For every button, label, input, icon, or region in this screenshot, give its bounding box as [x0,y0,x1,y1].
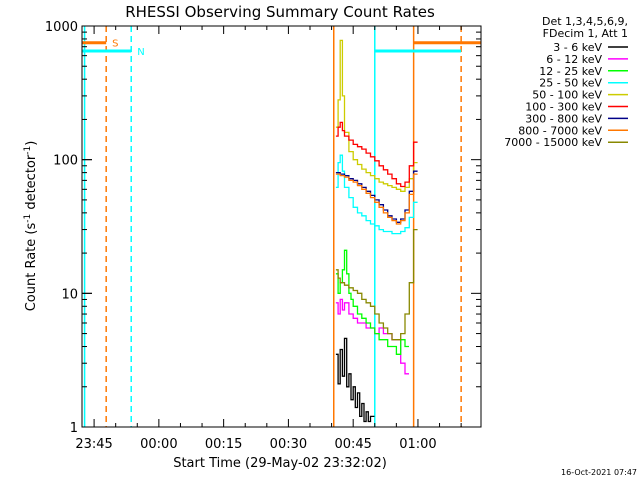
legend-header: FDecim 1, Att 1 [543,27,628,40]
y-tick-label: 1000 [45,20,78,35]
x-tick-label: 23:45 [75,437,112,452]
legend-entry-label: 100 - 300 keV [525,101,602,114]
x-tick-label: 00:45 [334,437,371,452]
legend-header: Det 1,3,4,5,6,9, [542,15,628,28]
legend-entry-label: 50 - 100 keV [532,89,602,102]
y-axis: 1 10 100 1000 [45,20,481,436]
series-line [335,170,418,223]
legend-entry-label: 6 - 12 keV [546,53,602,66]
series-line [335,121,418,188]
flag-label-n: N [137,47,144,58]
series-line [335,337,375,423]
legend-entry-label: 3 - 6 keV [553,41,602,54]
series-line [335,154,418,235]
legend-entry-label: 12 - 25 keV [539,65,602,78]
y-tick-label: 10 [61,287,78,302]
flag-label-s: S [112,39,118,50]
legend-entry-label: 800 - 7000 keV [518,124,602,137]
x-tick-label: 00:30 [270,437,307,452]
series-line [335,173,418,225]
legend-entry-label: 300 - 800 keV [525,112,602,125]
x-axis: 23:45 00:00 00:15 00:30 00:45 01:00 [75,26,462,452]
timestamp: 16-Oct-2021 07:47 [561,468,637,477]
x-axis-label: Start Time (29-May-02 23:32:02) [173,456,387,471]
series-line [335,228,418,341]
y-tick-label: 1 [70,421,78,436]
x-tick-label: 01:00 [399,437,436,452]
y-axis-label: Count Rate (s-1 detector-1) [23,141,39,312]
legend-entry-label: 7000 - 15000 keV [504,136,602,149]
y-tick-label: 100 [53,154,78,169]
x-tick-label: 00:00 [140,437,177,452]
x-tick-label: 00:15 [205,437,242,452]
chart-title: RHESSI Observing Summary Count Rates [125,3,435,21]
legend: Det 1,3,4,5,6,9,FDecim 1, Att 13 - 6 keV… [504,15,628,149]
legend-entry-label: 25 - 50 keV [539,77,602,90]
series-line [335,249,409,355]
plot-frame [81,25,482,428]
series-line [335,39,418,192]
plot-area: SN [82,26,481,427]
